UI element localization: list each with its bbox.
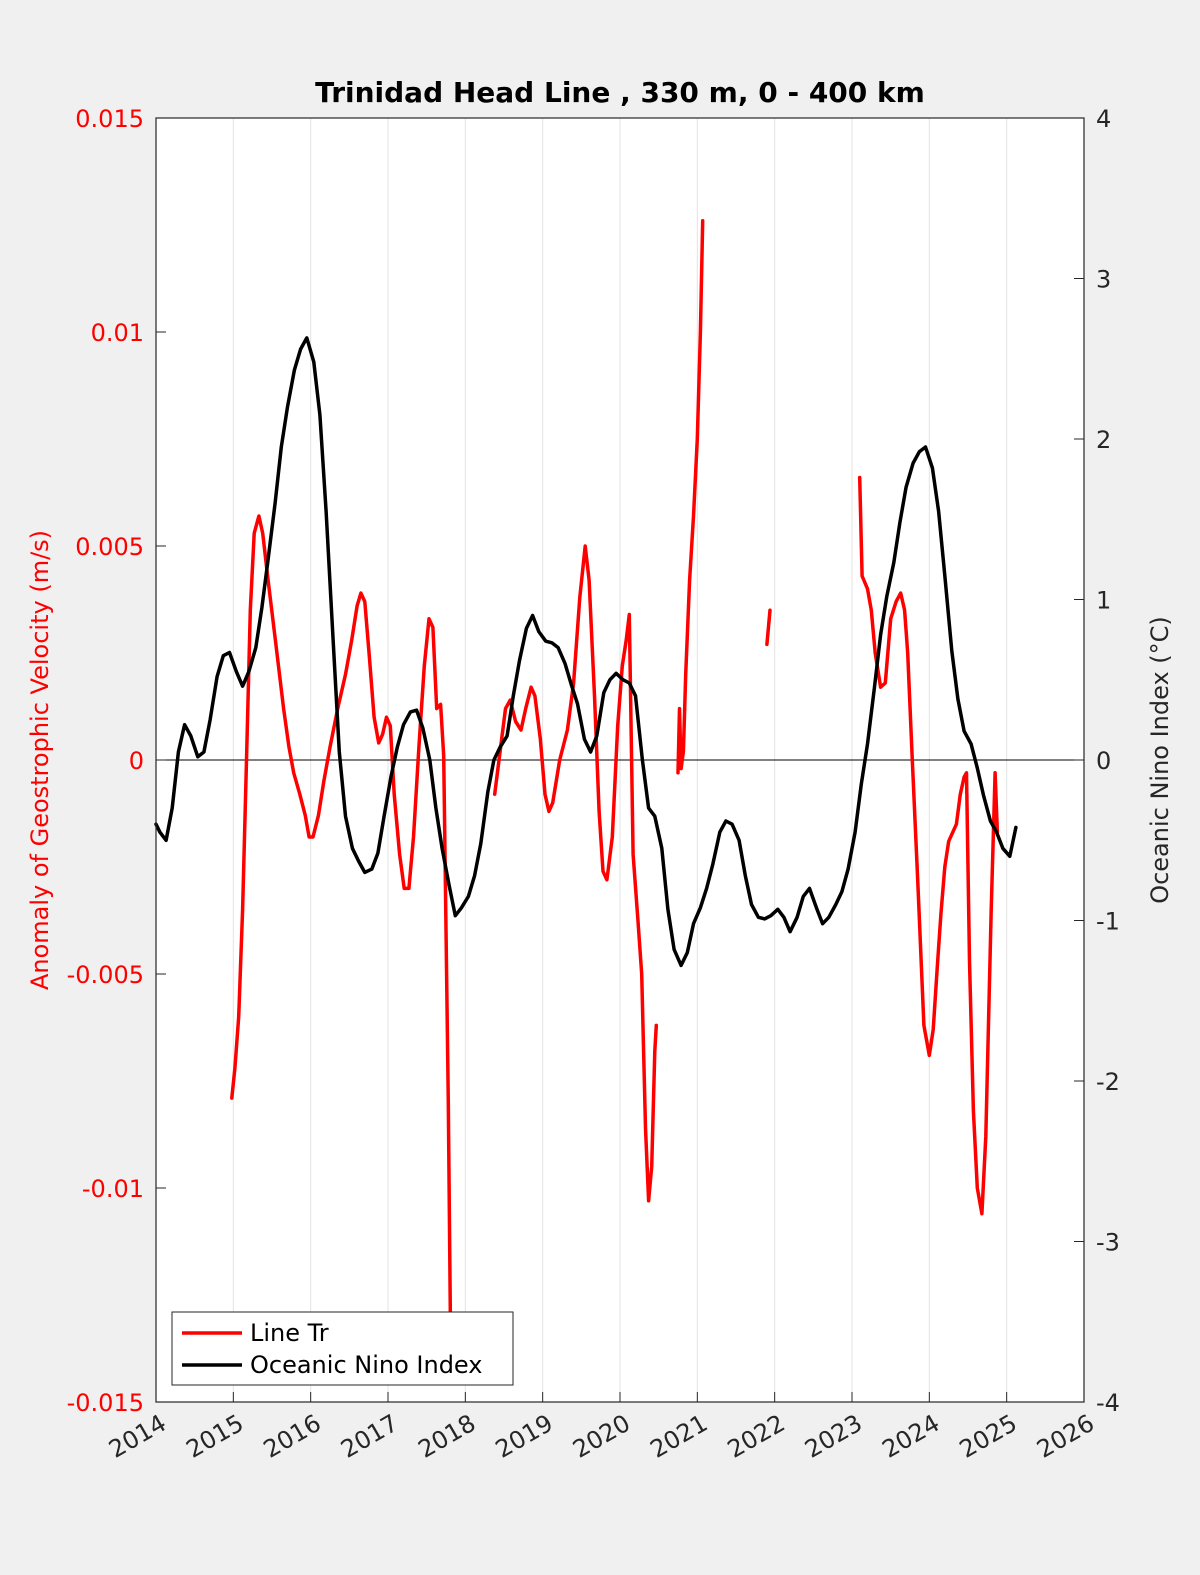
series-line-tr-segment — [857, 475, 1000, 1216]
y-left-tick-label: -0.01 — [82, 1175, 144, 1203]
series-line-tr-segment — [676, 218, 705, 775]
y-axis-right-label: Oceanic Nino Index (°C) — [1146, 616, 1174, 904]
y-right-tick-label: -3 — [1096, 1229, 1120, 1257]
y-right-tick-label: 2 — [1096, 426, 1111, 454]
series-oni-line — [154, 336, 1018, 968]
series-line-tr-segment — [765, 608, 772, 647]
y-right-tick-label: 1 — [1096, 587, 1111, 615]
y-right-tick-label: -4 — [1096, 1389, 1120, 1417]
legend-box — [171, 1311, 514, 1386]
y-right-tick-label: 0 — [1096, 747, 1111, 775]
y-left-tick-label: 0.015 — [75, 105, 144, 133]
y-right-tick-label: -1 — [1096, 908, 1120, 936]
legend: Line Tr Oceanic Nino Index — [171, 1311, 514, 1386]
y-left-tick-label: 0 — [129, 747, 144, 775]
y-axis-left-label: Anomaly of Geostrophic Velocity (m/s) — [26, 530, 54, 990]
y-left-tick-label: -0.005 — [67, 961, 144, 989]
y-right-tick-label: -2 — [1096, 1068, 1120, 1096]
series-layer — [154, 218, 1018, 1344]
y-right-tick-label: 4 — [1096, 105, 1111, 133]
y-left-tick-label: -0.015 — [67, 1389, 144, 1417]
y-left-tick-label: 0.005 — [75, 533, 144, 561]
legend-label-line-tr: Line Tr — [250, 1319, 329, 1347]
y-right-tick-label: 3 — [1096, 266, 1111, 294]
chart-title: Trinidad Head Line , 330 m, 0 - 400 km — [315, 76, 925, 109]
ticks: 2014 2015 2016 2017 2018 2019 2020 2021 2022 2023… — [67, 105, 1120, 1464]
series-line-tr-segment — [492, 544, 659, 1203]
legend-label-oni: Oceanic Nino Index — [250, 1351, 482, 1379]
y-left-tick-label: 0.01 — [91, 319, 144, 347]
